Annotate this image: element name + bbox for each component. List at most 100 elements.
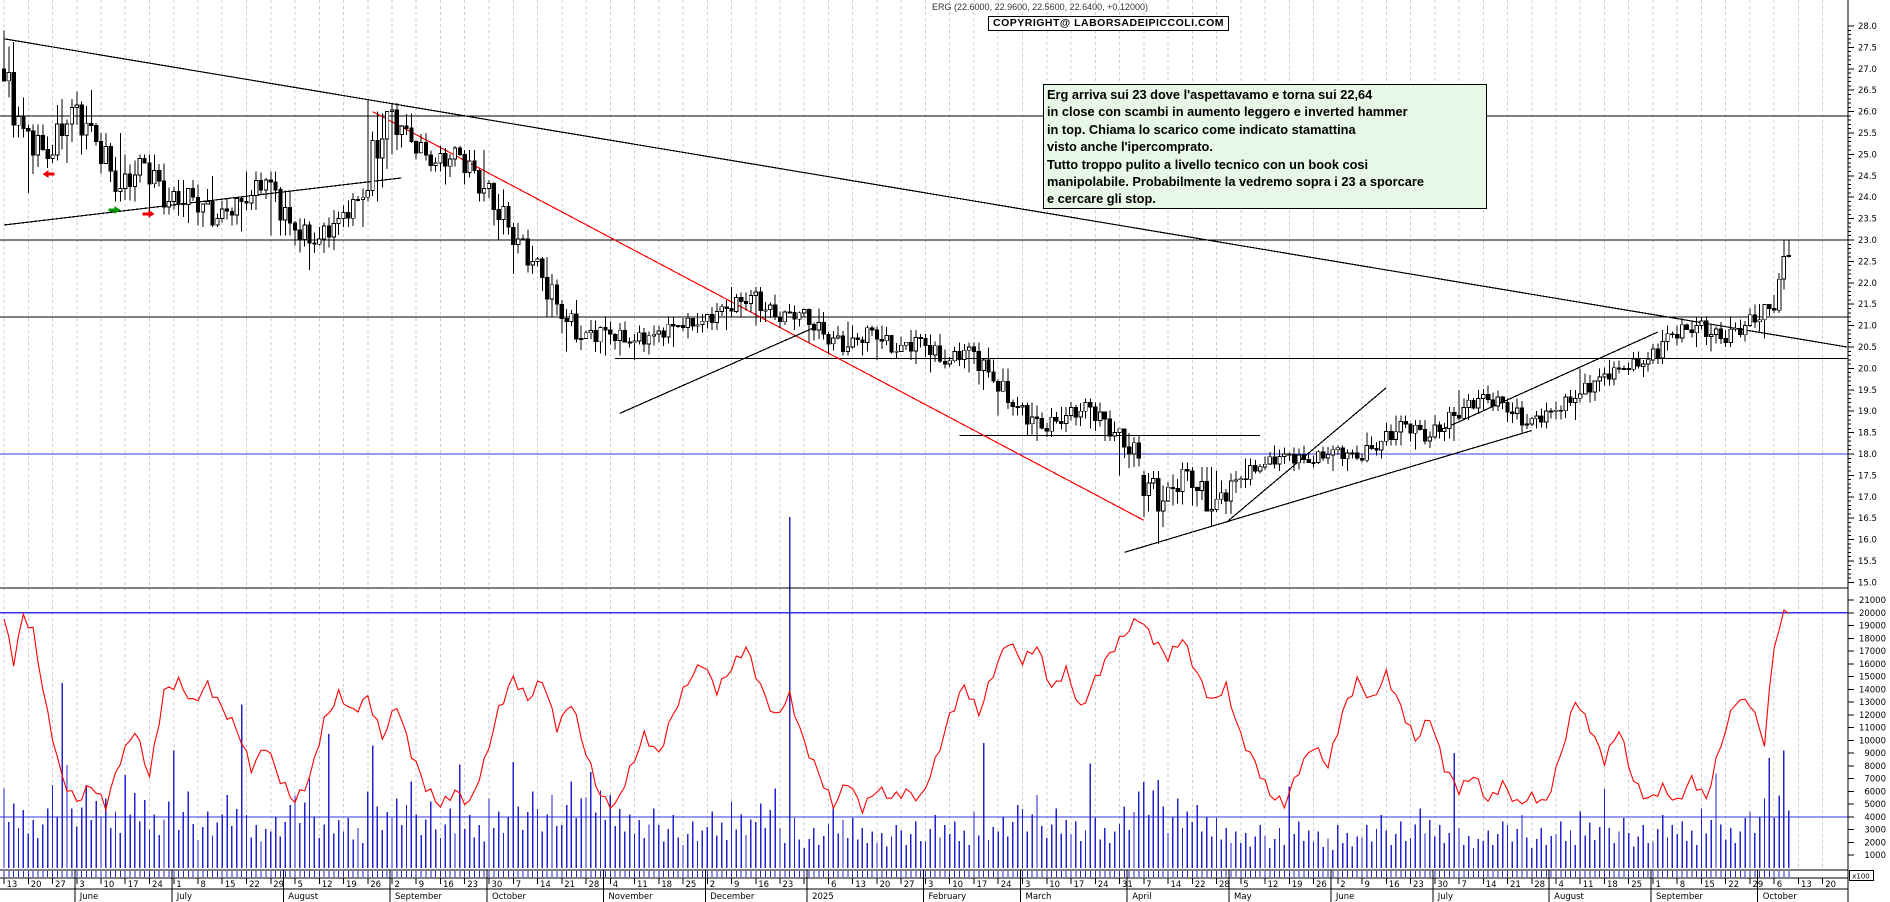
svg-text:24.0: 24.0 — [1858, 193, 1877, 203]
svg-text:21000: 21000 — [1859, 596, 1886, 606]
svg-text:23: 23 — [1413, 880, 1424, 890]
svg-text:8000: 8000 — [1864, 762, 1886, 772]
svg-text:24.5: 24.5 — [1858, 172, 1877, 182]
svg-text:20.5: 20.5 — [1858, 343, 1877, 353]
svg-text:14: 14 — [540, 880, 551, 890]
svg-text:15000: 15000 — [1859, 673, 1886, 683]
analysis-note-line: Erg arriva sui 23 dove l'aspettavamo e t… — [1047, 87, 1373, 102]
svg-text:February: February — [929, 892, 967, 902]
svg-text:3000: 3000 — [1864, 826, 1886, 836]
svg-text:24: 24 — [1001, 880, 1012, 890]
svg-text:25: 25 — [686, 880, 697, 890]
svg-text:24: 24 — [152, 880, 163, 890]
svg-text:28: 28 — [1534, 880, 1545, 890]
svg-text:23.5: 23.5 — [1858, 215, 1877, 225]
svg-text:19: 19 — [1292, 880, 1303, 890]
analysis-note[interactable]: Erg arriva sui 23 dove l'aspettavamo e t… — [1043, 84, 1487, 209]
svg-text:12000: 12000 — [1859, 711, 1886, 721]
svg-text:1: 1 — [176, 880, 181, 890]
svg-text:8: 8 — [1680, 880, 1685, 890]
svg-text:27: 27 — [904, 880, 915, 890]
svg-text:26: 26 — [370, 880, 381, 890]
svg-text:17: 17 — [1074, 880, 1085, 890]
svg-text:November: November — [608, 892, 653, 902]
svg-text:2: 2 — [395, 880, 400, 890]
svg-text:24: 24 — [1098, 880, 1109, 890]
svg-text:23: 23 — [783, 880, 794, 890]
svg-text:10000: 10000 — [1859, 736, 1886, 746]
svg-text:29: 29 — [273, 880, 284, 890]
svg-text:11: 11 — [1583, 880, 1594, 890]
svg-text:June: June — [1335, 892, 1355, 902]
svg-text:22.5: 22.5 — [1858, 257, 1877, 267]
svg-text:1: 1 — [1656, 880, 1661, 890]
svg-text:2: 2 — [1340, 880, 1345, 890]
svg-text:22: 22 — [1195, 880, 1206, 890]
svg-text:7: 7 — [516, 880, 521, 890]
svg-text:1000: 1000 — [1864, 851, 1886, 861]
svg-text:April: April — [1132, 892, 1151, 902]
svg-text:28.0: 28.0 — [1858, 22, 1877, 32]
svg-text:13: 13 — [7, 880, 18, 890]
svg-text:June: June — [79, 892, 99, 902]
svg-text:9: 9 — [1365, 880, 1370, 890]
svg-text:20000: 20000 — [1859, 609, 1886, 619]
svg-text:3: 3 — [79, 880, 84, 890]
svg-text:19.0: 19.0 — [1858, 407, 1877, 417]
svg-text:16: 16 — [758, 880, 769, 890]
svg-text:17.0: 17.0 — [1858, 493, 1877, 503]
svg-text:15: 15 — [225, 880, 236, 890]
chart-title: ERG (22.6000, 22.9600, 22.5600, 22.6400,… — [932, 2, 1148, 12]
svg-text:30: 30 — [492, 880, 503, 890]
analysis-note-line: in close con scambi in aumento leggero e… — [1047, 104, 1408, 120]
svg-text:14: 14 — [1171, 880, 1182, 890]
analysis-note-line: e cercare gli stop. — [1047, 191, 1156, 207]
svg-text:17: 17 — [977, 880, 988, 890]
svg-text:17000: 17000 — [1859, 647, 1886, 657]
svg-text:23: 23 — [467, 880, 478, 890]
svg-text:16000: 16000 — [1859, 660, 1886, 670]
svg-text:3: 3 — [928, 880, 933, 890]
svg-text:21: 21 — [1510, 880, 1521, 890]
svg-text:4: 4 — [1559, 880, 1564, 890]
svg-text:17.5: 17.5 — [1858, 471, 1877, 481]
svg-text:16.0: 16.0 — [1858, 536, 1877, 546]
svg-text:21.0: 21.0 — [1858, 322, 1877, 332]
svg-text:25.5: 25.5 — [1858, 129, 1877, 139]
svg-text:27.0: 27.0 — [1858, 65, 1877, 75]
svg-text:20: 20 — [880, 880, 891, 890]
svg-text:25: 25 — [1631, 880, 1642, 890]
svg-text:2000: 2000 — [1864, 838, 1886, 848]
svg-text:28: 28 — [589, 880, 600, 890]
svg-text:July: July — [176, 892, 192, 902]
svg-text:20: 20 — [1825, 880, 1836, 890]
svg-text:2025: 2025 — [812, 892, 834, 902]
svg-text:March: March — [1026, 892, 1052, 902]
svg-text:8: 8 — [201, 880, 206, 890]
svg-text:May: May — [1234, 892, 1252, 902]
analysis-note-line: visto anche l'ipercomprato. — [1047, 139, 1213, 155]
svg-text:18.0: 18.0 — [1858, 450, 1877, 460]
svg-text:15: 15 — [1704, 880, 1715, 890]
svg-text:9000: 9000 — [1864, 749, 1886, 759]
svg-text:5: 5 — [1243, 880, 1248, 890]
svg-text:6000: 6000 — [1864, 787, 1886, 797]
svg-text:11000: 11000 — [1859, 724, 1886, 734]
svg-text:5: 5 — [298, 880, 303, 890]
svg-text:19.5: 19.5 — [1858, 386, 1877, 396]
analysis-note-line: manipolabile. Probabilmente la vedremo s… — [1047, 174, 1424, 190]
svg-text:18: 18 — [661, 880, 672, 890]
svg-text:September: September — [395, 892, 442, 902]
svg-text:3: 3 — [1025, 880, 1030, 890]
svg-text:13: 13 — [855, 880, 866, 890]
svg-text:13: 13 — [1801, 880, 1812, 890]
svg-text:18: 18 — [1607, 880, 1618, 890]
svg-text:26: 26 — [1316, 880, 1327, 890]
svg-text:25.0: 25.0 — [1858, 150, 1877, 160]
svg-text:26.5: 26.5 — [1858, 86, 1877, 96]
svg-text:7000: 7000 — [1864, 775, 1886, 785]
svg-text:20.0: 20.0 — [1858, 364, 1877, 374]
svg-text:22.0: 22.0 — [1858, 279, 1877, 289]
